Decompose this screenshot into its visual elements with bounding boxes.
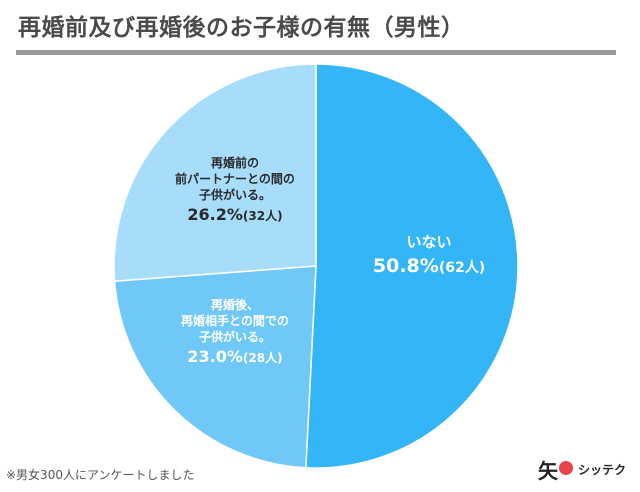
- slice-label-line: 再婚前の: [210, 156, 259, 170]
- slice-label-line: 子供がいる。: [198, 330, 271, 344]
- pie-slice-none: [305, 63, 519, 469]
- logo-mark: 矢: [538, 459, 558, 483]
- logo-dot-icon: [559, 461, 573, 475]
- slice-label-before-remarriage: 再婚前の 前パートナーとの間の 子供がいる。 26.2%(32人): [150, 155, 320, 228]
- slice-count: (62人): [438, 260, 486, 276]
- slice-label-line: 再婚相手との間での: [181, 314, 289, 328]
- slice-count: (28人): [242, 351, 283, 365]
- slice-label-line: 前パートナーとの間の: [175, 172, 295, 186]
- title-underline: [16, 50, 616, 55]
- pie-slice-after-remarriage: [113, 265, 317, 469]
- slice-label-line: 再婚後、: [210, 298, 259, 312]
- slice-percent: 50.8%: [372, 255, 439, 277]
- pie-slice-before-remarriage: [113, 63, 317, 283]
- survey-footnote: ※男女300人にアンケートしました: [6, 468, 195, 482]
- chart-title: 再婚前及び再婚後のお子様の有無（男性）: [18, 15, 465, 41]
- logo-text: シッテク: [578, 463, 627, 477]
- slice-label-none: いない 50.8%(62人): [364, 232, 494, 282]
- slice-label-after-remarriage: 再婚後、 再婚相手との間での 子供がいる。 23.0%(28人): [150, 297, 320, 370]
- slice-percent: 23.0%: [187, 347, 243, 366]
- slice-label-line: 子供がいる。: [198, 188, 271, 202]
- slice-label-line: いない: [406, 233, 452, 251]
- brand-logo: 矢 シッテク: [538, 455, 628, 483]
- slice-percent: 26.2%: [187, 205, 243, 224]
- slice-count: (32人): [242, 209, 283, 223]
